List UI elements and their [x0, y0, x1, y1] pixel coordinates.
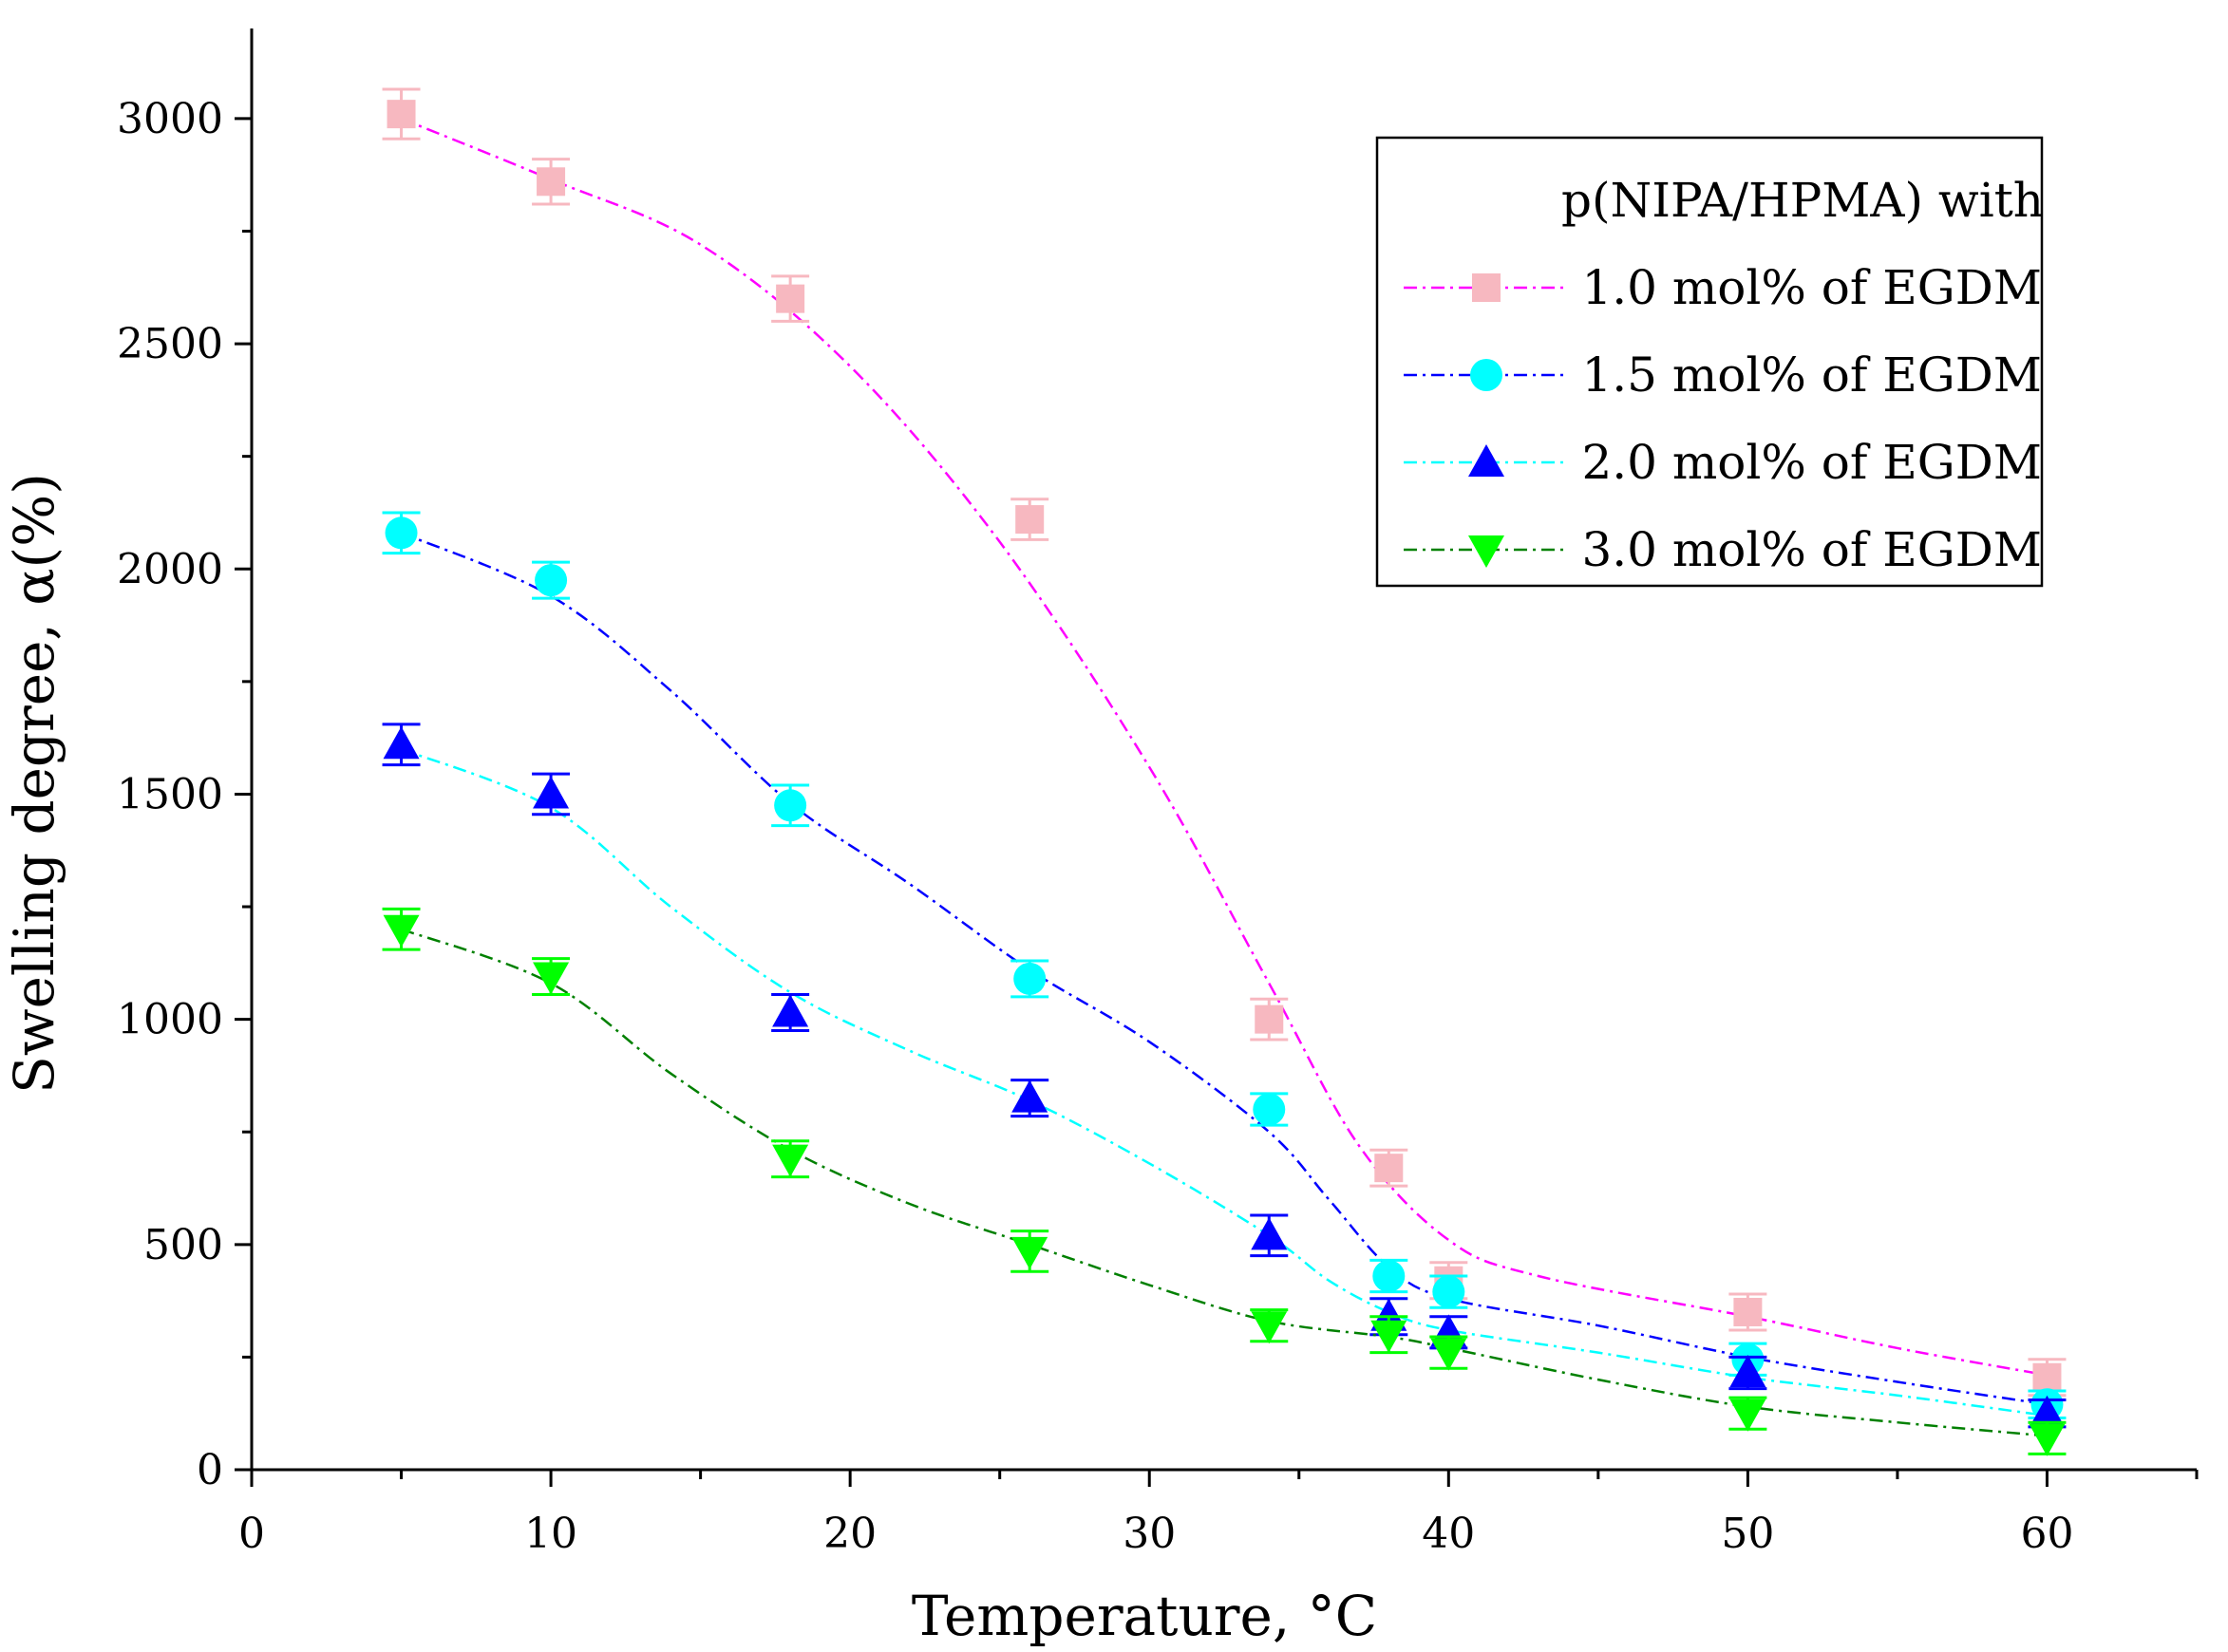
legend: p(NIPA/HPMA) with 1.0 mol% of EGDM 1.5 mo… — [1375, 136, 2044, 588]
data-point — [1372, 1260, 1406, 1293]
data-point — [1430, 1338, 1467, 1371]
data-point — [383, 726, 420, 760]
legend-label: 3.0 mol% of EGDM — [1581, 522, 2042, 577]
data-point — [537, 167, 566, 197]
data-point — [1015, 505, 1045, 535]
x-tick-label: 30 — [1123, 1510, 1176, 1558]
y-tick-label: 1000 — [117, 996, 223, 1044]
x-tick-label: 40 — [1422, 1510, 1475, 1558]
y-tick-label: 3000 — [117, 95, 223, 143]
series-3 — [382, 723, 2067, 1429]
data-point — [2029, 1423, 2066, 1456]
y-tick-label: 0 — [197, 1446, 223, 1494]
y-tick-label: 1500 — [117, 770, 223, 818]
data-point — [1251, 1311, 1288, 1344]
plot-area — [382, 87, 2067, 1456]
x-tick-label: 10 — [524, 1510, 577, 1558]
data-point — [383, 914, 420, 948]
series-4 — [382, 907, 2067, 1456]
series-line — [401, 928, 2048, 1437]
data-point — [1729, 1355, 1766, 1388]
x-tick-label: 20 — [823, 1510, 877, 1558]
data-point — [1251, 1217, 1288, 1250]
data-point — [1013, 962, 1047, 995]
legend-marker — [1472, 273, 1501, 302]
data-point — [774, 789, 807, 822]
x-tick-label: 0 — [238, 1510, 265, 1558]
data-point — [1729, 1399, 1766, 1432]
legend-label: 1.0 mol% of EGDM — [1581, 260, 2042, 315]
legend-marker — [1470, 359, 1502, 391]
data-point — [2029, 1395, 2066, 1428]
y-tick-label: 2500 — [117, 320, 223, 368]
x-tick-label: 60 — [2020, 1510, 2073, 1558]
y-axis-title: Swelling degree, α(%) — [2, 473, 66, 1094]
legend-label: 2.0 mol% of EGDM — [1581, 435, 2042, 490]
data-point — [776, 284, 805, 313]
series-line — [401, 747, 2048, 1417]
data-point — [385, 516, 418, 550]
data-point — [1374, 1154, 1404, 1183]
legend-marker — [1468, 535, 1504, 568]
data-point — [772, 994, 809, 1027]
series-2 — [382, 511, 2067, 1421]
data-point — [2032, 1362, 2062, 1392]
x-tick-label: 50 — [1721, 1510, 1774, 1558]
legend-title: p(NIPA/HPMA) with — [1561, 173, 2044, 228]
axes: 0 10 20 30 40 50 60 0 500 1000 1500 2000 2500 3000 — [117, 28, 2199, 1558]
data-point — [1255, 1004, 1284, 1034]
data-point — [535, 564, 568, 597]
data-point — [1253, 1093, 1286, 1126]
series-line — [401, 532, 2048, 1406]
x-axis-title: Temperature, °C — [912, 1584, 1377, 1647]
data-point — [533, 776, 570, 809]
legend-label: 1.5 mol% of EGDM — [1581, 347, 2042, 403]
data-point — [387, 100, 416, 129]
y-tick-label: 500 — [143, 1221, 223, 1269]
data-point — [1011, 1079, 1048, 1113]
data-point — [1011, 1236, 1048, 1269]
data-point — [1432, 1275, 1465, 1308]
y-tick-label: 2000 — [117, 545, 223, 593]
data-point — [533, 962, 570, 995]
legend-marker — [1468, 444, 1504, 477]
series-line — [401, 117, 2048, 1377]
data-point — [1733, 1297, 1763, 1326]
data-point — [1370, 1320, 1407, 1353]
data-point — [772, 1144, 809, 1177]
